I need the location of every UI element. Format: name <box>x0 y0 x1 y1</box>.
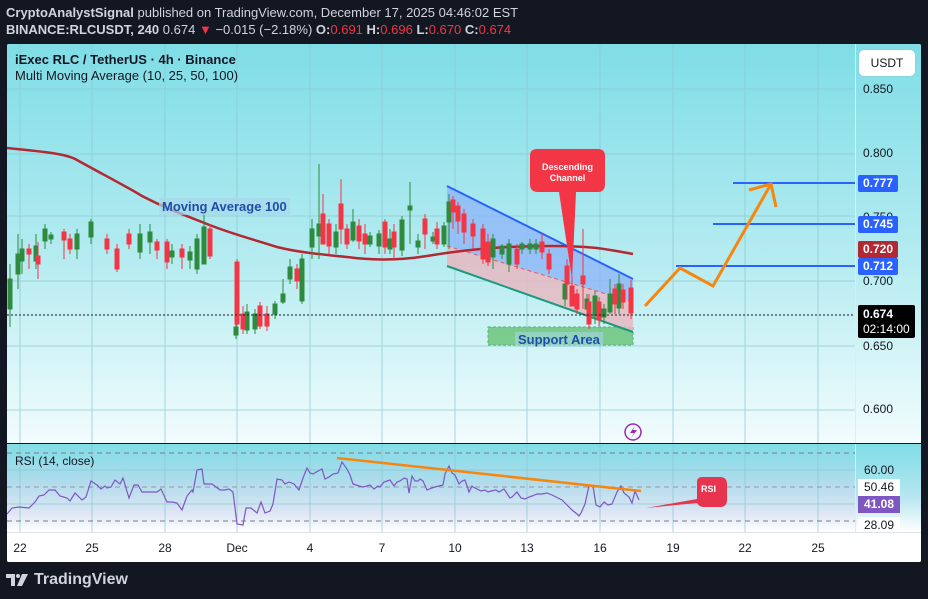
price-change: −0.015 (−2.18%) <box>215 22 313 37</box>
publish-line: CryptoAnalystSignal published on Trading… <box>6 4 922 21</box>
symbol: BINANCE:RLCUSDT, 240 <box>6 22 160 37</box>
close-label: C: <box>464 22 479 37</box>
lightning-icon[interactable] <box>630 426 637 438</box>
publish-info: published on TradingView.com, December 1… <box>137 5 519 20</box>
current-price: 0.674 <box>863 307 894 321</box>
lightning-icon-ring <box>624 423 642 441</box>
time-tick: 13 <box>520 541 534 555</box>
open-label: O: <box>315 22 331 37</box>
price-pane[interactable]: iExec RLC / TetherUS · 4h · Binance Mult… <box>7 44 855 443</box>
rsi-callout-label: RSI <box>701 484 717 494</box>
low-value: 0.670 <box>428 22 462 37</box>
price-tick: 0.800 <box>863 146 894 160</box>
high-label: H: <box>366 22 381 37</box>
close-value: 0.674 <box>478 22 512 37</box>
tradingview-logo[interactable]: TradingView <box>6 571 128 589</box>
rsi-current-value: 41.08 <box>858 496 901 513</box>
triangle-down-icon: ▼ <box>198 22 212 37</box>
arrow-head-icon <box>748 182 778 208</box>
descending-channel-label: Descending Channel <box>530 162 605 184</box>
channel-upper-line[interactable] <box>446 185 634 280</box>
current-price-tag: 0.674 02:14:00 <box>858 305 915 338</box>
time-tick: 19 <box>666 541 680 555</box>
rsi-level-28: 28.09 <box>858 517 901 534</box>
descending-channel-label-line1: Descending <box>541 162 593 172</box>
rsi-ma-value: 50.46 <box>858 479 901 496</box>
time-tick: 7 <box>378 541 386 555</box>
time-tick: 22 <box>13 541 27 555</box>
grid <box>7 44 855 443</box>
rsi-legend[interactable]: RSI (14, close) <box>15 454 95 468</box>
candlesticks <box>7 164 634 339</box>
rsi-pane[interactable]: RSI <box>7 444 855 532</box>
time-tick: 28 <box>158 541 172 555</box>
time-tick: Dec <box>226 541 248 555</box>
rsi-chart-svg <box>7 444 855 532</box>
time-tick: 4 <box>306 541 314 555</box>
time-axis[interactable]: 22 25 28 Dec 4 7 10 13 16 19 22 25 <box>7 532 921 562</box>
currency-button[interactable]: USDT <box>859 50 915 76</box>
channel-lower-line[interactable] <box>446 265 634 333</box>
publish-header: CryptoAnalystSignal published on Trading… <box>0 0 928 44</box>
high-value: 0.696 <box>380 22 413 37</box>
bar-countdown: 02:14:00 <box>863 322 910 336</box>
symbol-line: BINANCE:RLCUSDT, 240 0.674 ▼ −0.015 (−2.… <box>6 21 922 38</box>
ma100-line <box>7 146 634 261</box>
projection-arrow[interactable] <box>643 183 773 308</box>
pane-separator[interactable] <box>7 443 921 444</box>
time-tick: 16 <box>593 541 607 555</box>
ma100-annotation[interactable]: Moving Average 100 <box>159 198 290 215</box>
price-tick: 0.850 <box>863 82 894 96</box>
open-value: 0.691 <box>330 22 363 37</box>
time-tick: 25 <box>811 541 825 555</box>
price-tick: 0.700 <box>863 274 894 288</box>
channel-midline <box>446 245 634 303</box>
chart-legend: iExec RLC / TetherUS · 4h · Binance Mult… <box>15 52 238 84</box>
rsi-trendline[interactable] <box>336 456 642 493</box>
time-tick: 25 <box>85 541 99 555</box>
rsi-callout[interactable] <box>646 477 727 508</box>
low-label: L: <box>416 22 429 37</box>
time-tick: 10 <box>448 541 462 555</box>
ma100-price-tag: 0.720 <box>858 241 899 258</box>
price-tag-0777: 0.777 <box>858 175 899 192</box>
chart-frame: iExec RLC / TetherUS · 4h · Binance Mult… <box>7 44 921 562</box>
last-price: 0.674 <box>162 22 196 37</box>
price-tick: 0.650 <box>863 339 894 353</box>
time-tick: 22 <box>738 541 752 555</box>
symbol-title[interactable]: iExec RLC / TetherUS · 4h · Binance <box>15 52 236 67</box>
indicator-name[interactable]: Multi Moving Average (10, 25, 50, 100) <box>15 68 239 83</box>
brand-name: TradingView <box>34 571 128 588</box>
rsi-level-60: 60.00 <box>864 463 895 477</box>
tradingview-logo-icon <box>6 574 28 586</box>
descending-channel-callout[interactable] <box>530 149 605 279</box>
rsi-line <box>7 460 640 526</box>
author-name[interactable]: CryptoAnalystSignal <box>6 5 134 20</box>
footer: TradingView <box>0 562 928 599</box>
support-area-label[interactable]: Support Area <box>515 332 603 347</box>
descending-channel-label-line2: Channel <box>549 173 586 183</box>
price-tag-0712: 0.712 <box>858 258 899 275</box>
price-chart-svg <box>7 44 855 443</box>
price-tag-0745: 0.745 <box>858 216 899 233</box>
price-tick: 0.600 <box>863 402 894 416</box>
